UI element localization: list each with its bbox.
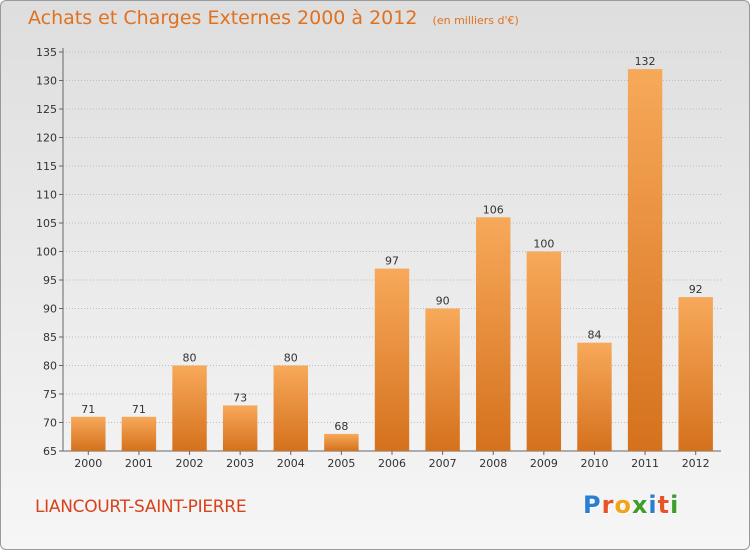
bar: [374, 268, 410, 451]
x-tick-label: 2010: [580, 457, 608, 470]
labels-layer: 71 2000 71 2001 80 2002 73 2003 80 2004 68 2005 97 20…: [74, 55, 709, 470]
brand-letter: x: [631, 491, 649, 519]
brand-letter: i: [670, 491, 680, 519]
brand-letter: t: [657, 491, 671, 519]
y-tick-label: 75: [43, 388, 57, 401]
chart-subtitle: (en milliers d'€): [432, 14, 519, 27]
bar-value-label: 71: [132, 403, 146, 416]
bar-value-label: 80: [183, 352, 197, 365]
y-tick-label: 110: [36, 189, 57, 202]
bar: [172, 365, 207, 451]
x-tick-label: 2005: [327, 457, 355, 470]
chart-title: Achats et Charges Externes 2000 à 2012: [28, 7, 418, 29]
x-tick-label: 2008: [479, 457, 507, 470]
y-tick-label: 85: [43, 331, 57, 344]
y-tick-label: 70: [43, 417, 57, 430]
y-tick-label: 130: [36, 75, 57, 88]
y-tick-label: 115: [36, 160, 57, 173]
bar: [476, 217, 511, 451]
place-name: LIANCOURT-SAINT-PIERRE: [35, 497, 247, 517]
bar-value-label: 71: [81, 403, 95, 416]
y-tick-label: 80: [43, 360, 57, 373]
x-tick-label: 2004: [277, 457, 305, 470]
x-tick-label: 2011: [631, 457, 659, 470]
bars-layer: [71, 69, 713, 451]
bar: [678, 297, 713, 451]
y-tick-label: 105: [36, 217, 57, 230]
bar-value-label: 90: [436, 295, 450, 308]
x-tick-label: 2002: [176, 457, 204, 470]
y-tick-label: 120: [36, 132, 57, 145]
bar: [627, 69, 663, 451]
bar-value-label: 73: [233, 391, 247, 404]
bar: [121, 416, 157, 451]
x-tick-label: 2006: [378, 457, 406, 470]
x-tick-label: 2003: [226, 457, 254, 470]
bar-value-label: 80: [284, 352, 298, 365]
bar: [324, 433, 359, 451]
y-tick-label: 100: [36, 246, 57, 259]
bar: [273, 365, 308, 451]
bar-value-label: 84: [587, 329, 601, 342]
brand-letter: o: [614, 491, 632, 519]
y-tick-label: 135: [36, 46, 57, 59]
bar-value-label: 100: [533, 238, 554, 251]
brand-letter: P: [583, 491, 602, 519]
bar-value-label: 97: [385, 255, 399, 268]
bar: [222, 405, 258, 451]
brand-logo: Proxiti: [583, 491, 679, 519]
x-tick-label: 2001: [125, 457, 153, 470]
y-tick-label: 95: [43, 274, 57, 287]
title-row: Achats et Charges Externes 2000 à 2012 (…: [28, 7, 519, 29]
bar: [577, 342, 612, 451]
bar-value-label: 106: [483, 203, 504, 216]
x-tick-label: 2012: [682, 457, 710, 470]
y-tick-label: 125: [36, 103, 57, 116]
brand-letter: r: [601, 491, 615, 519]
bar-value-label: 92: [689, 283, 703, 296]
bar-value-label: 132: [635, 55, 656, 68]
x-tick-label: 2000: [74, 457, 102, 470]
brand-letter: i: [648, 491, 658, 519]
bar: [425, 308, 460, 451]
x-tick-label: 2007: [429, 457, 457, 470]
bar: [526, 251, 562, 451]
bar-value-label: 68: [334, 420, 348, 433]
bar: [71, 416, 106, 451]
y-tick-label: 65: [43, 445, 57, 458]
x-tick-label: 2009: [530, 457, 558, 470]
y-tick-label: 90: [43, 303, 57, 316]
